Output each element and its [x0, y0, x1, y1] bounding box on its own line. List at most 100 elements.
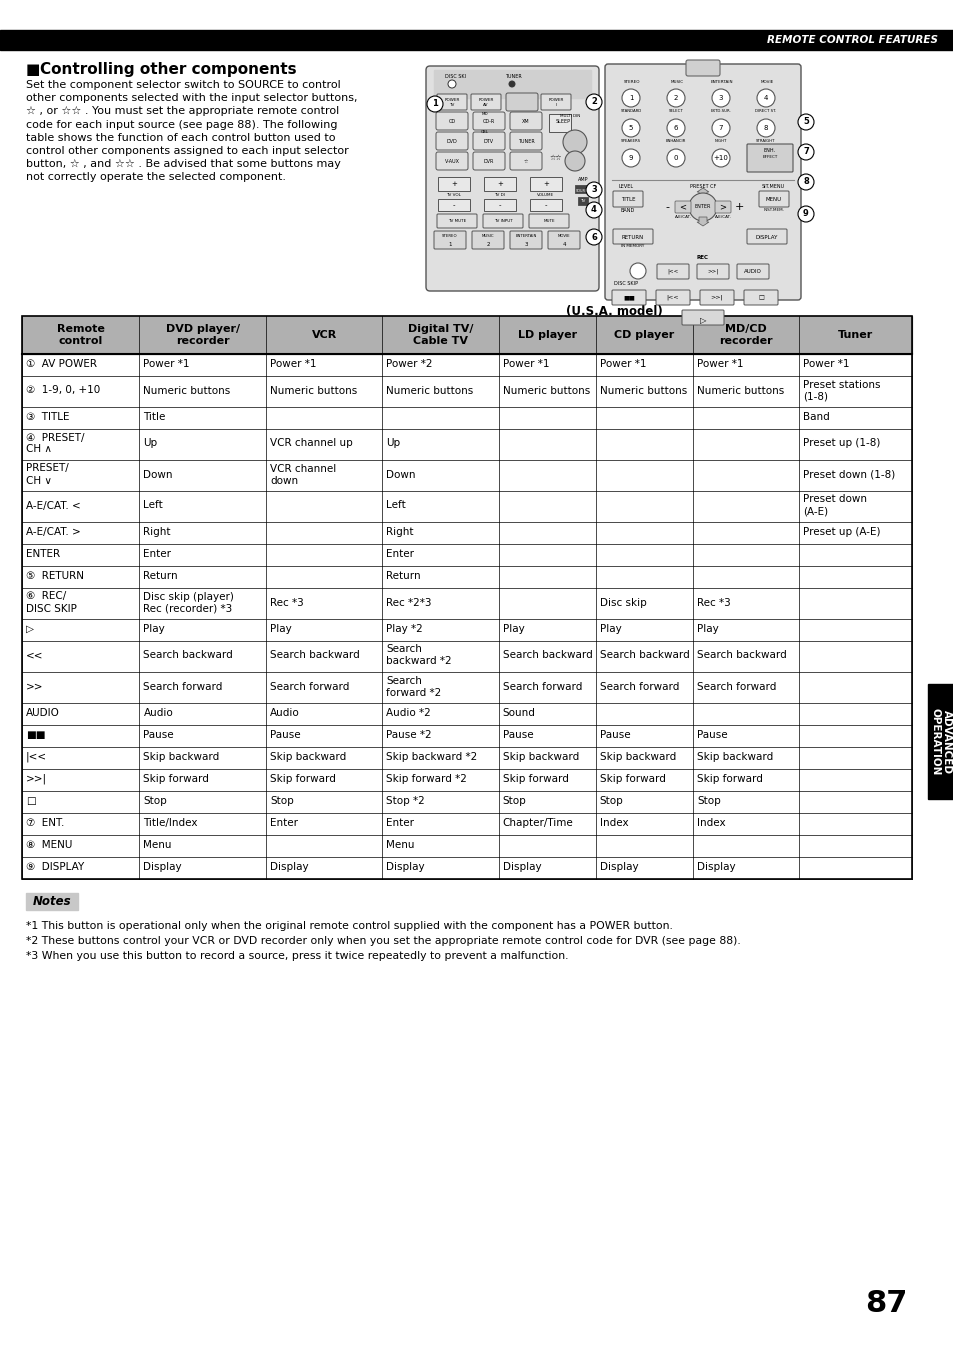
Text: POWER: POWER — [444, 98, 459, 102]
Text: Skip forward *2: Skip forward *2 — [386, 774, 467, 785]
Text: ④  PRESET/: ④ PRESET/ — [26, 433, 85, 442]
Text: Preset stations: Preset stations — [802, 380, 880, 390]
Text: Up: Up — [143, 438, 157, 449]
Text: ☆ , or ☆☆ . You must set the appropriate remote control: ☆ , or ☆☆ . You must set the appropriate… — [26, 106, 339, 116]
Text: I: I — [555, 102, 556, 106]
Text: MENU: MENU — [765, 197, 781, 202]
Text: Search forward: Search forward — [696, 682, 776, 692]
Text: 4: 4 — [591, 205, 597, 214]
FancyBboxPatch shape — [685, 61, 720, 75]
Bar — [927, 683, 953, 799]
Text: DVD: DVD — [446, 139, 456, 144]
Text: +: + — [734, 202, 743, 212]
Bar — [530, 200, 561, 212]
Text: Chapter/Time: Chapter/Time — [502, 818, 573, 828]
Text: MUTE: MUTE — [542, 218, 555, 222]
Text: Search backward: Search backward — [599, 651, 689, 661]
Text: Rec *2*3: Rec *2*3 — [386, 597, 432, 608]
FancyBboxPatch shape — [436, 112, 468, 129]
Text: DVR: DVR — [483, 159, 494, 164]
FancyBboxPatch shape — [529, 214, 568, 228]
Text: Title/Index: Title/Index — [143, 818, 198, 828]
Text: 6: 6 — [591, 232, 597, 241]
Text: STRAIGHT: STRAIGHT — [756, 139, 775, 143]
Bar — [548, 115, 571, 132]
Text: Preset up (1-8): Preset up (1-8) — [802, 438, 880, 449]
Text: recorder: recorder — [719, 336, 772, 346]
Text: AUDIO: AUDIO — [743, 270, 761, 274]
Text: CD: CD — [448, 119, 456, 124]
Text: Skip backward: Skip backward — [502, 752, 578, 762]
Text: (A-E): (A-E) — [802, 507, 827, 516]
Text: button, ☆ , and ☆☆ . Be advised that some buttons may: button, ☆ , and ☆☆ . Be advised that som… — [26, 159, 340, 170]
FancyBboxPatch shape — [700, 290, 733, 305]
Circle shape — [688, 193, 717, 221]
Bar — [575, 185, 590, 193]
Text: Stop: Stop — [502, 797, 526, 806]
Text: Skip forward: Skip forward — [696, 774, 762, 785]
Text: |<<: |<< — [666, 295, 679, 301]
Text: *1 This button is operational only when the original remote control supplied wit: *1 This button is operational only when … — [26, 921, 672, 931]
FancyBboxPatch shape — [510, 152, 541, 170]
Text: SELECT: SELECT — [668, 109, 682, 113]
Circle shape — [666, 89, 684, 106]
FancyArrow shape — [697, 187, 708, 197]
Text: -: - — [664, 202, 668, 212]
Text: >: > — [719, 202, 726, 212]
Bar — [22, 315, 911, 879]
Text: Right: Right — [143, 527, 171, 537]
Text: Power *2: Power *2 — [386, 359, 433, 369]
Text: Skip backward: Skip backward — [143, 752, 219, 762]
Text: +: + — [451, 181, 456, 187]
Text: 1: 1 — [448, 243, 452, 247]
FancyBboxPatch shape — [746, 229, 786, 244]
Circle shape — [797, 115, 813, 129]
Text: 8: 8 — [802, 178, 808, 186]
FancyBboxPatch shape — [436, 132, 468, 150]
Text: Down: Down — [143, 469, 172, 480]
Circle shape — [629, 263, 645, 279]
Text: CH ∨: CH ∨ — [26, 476, 52, 485]
Text: Controlling other components: Controlling other components — [40, 62, 296, 77]
FancyBboxPatch shape — [473, 152, 504, 170]
Text: STANDARD: STANDARD — [619, 109, 641, 113]
Text: forward *2: forward *2 — [386, 687, 441, 697]
Text: DISC SKI: DISC SKI — [444, 74, 466, 80]
Text: Search forward: Search forward — [502, 682, 581, 692]
Circle shape — [757, 89, 774, 106]
Text: *3 When you use this button to record a source, press it twice repeatedly to pre: *3 When you use this button to record a … — [26, 950, 568, 961]
Circle shape — [448, 80, 456, 88]
Text: Play: Play — [599, 624, 620, 634]
Text: CBL: CBL — [480, 129, 489, 133]
Text: Search forward: Search forward — [143, 682, 223, 692]
FancyBboxPatch shape — [510, 112, 541, 129]
Text: Numeric buttons: Numeric buttons — [386, 386, 473, 395]
Text: VCR channel up: VCR channel up — [270, 438, 353, 449]
Text: AMP: AMP — [578, 177, 588, 182]
Text: Enter: Enter — [143, 549, 172, 559]
FancyBboxPatch shape — [547, 231, 579, 249]
Text: Skip forward: Skip forward — [502, 774, 568, 785]
Text: -: - — [453, 202, 455, 208]
Text: 5: 5 — [802, 117, 808, 127]
Text: -: - — [498, 202, 500, 208]
FancyBboxPatch shape — [746, 144, 792, 173]
Circle shape — [509, 81, 515, 88]
Text: □: □ — [26, 797, 35, 806]
Bar — [26, 892, 78, 910]
Text: table shows the function of each control button used to: table shows the function of each control… — [26, 133, 335, 143]
FancyBboxPatch shape — [472, 231, 503, 249]
Text: Numeric buttons: Numeric buttons — [502, 386, 589, 395]
Text: A-E/CAT. <: A-E/CAT. < — [26, 500, 81, 511]
Text: TV: TV — [449, 102, 455, 106]
Text: ENTER: ENTER — [694, 205, 710, 209]
Text: 2: 2 — [486, 243, 489, 247]
Text: 8: 8 — [763, 125, 767, 131]
Text: >>|: >>| — [706, 270, 718, 275]
Text: TUNER: TUNER — [517, 139, 534, 144]
FancyBboxPatch shape — [675, 201, 690, 213]
Text: DIRECT ST.: DIRECT ST. — [755, 109, 776, 113]
Text: <<: << — [26, 651, 44, 661]
Bar — [483, 177, 516, 191]
Text: Power *1: Power *1 — [143, 359, 190, 369]
